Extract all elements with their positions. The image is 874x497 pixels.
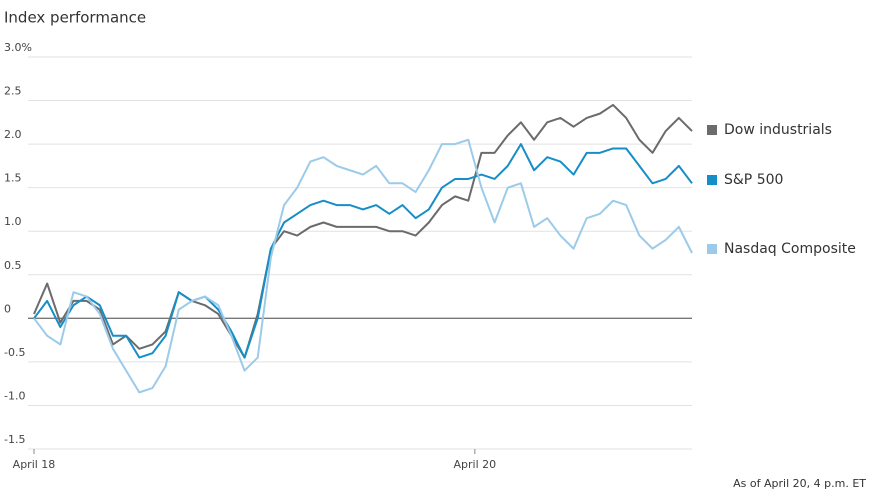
y-tick-label: 0.5 (4, 259, 22, 272)
legend-label: Dow industrials (724, 122, 832, 138)
legend-swatch (707, 244, 717, 254)
x-tick-label: April 20 (454, 458, 497, 471)
legend-swatch (707, 175, 717, 185)
series-line (33, 143, 693, 359)
x-tick-label: April 18 (13, 458, 56, 471)
legend-label: Nasdaq Composite (724, 241, 856, 257)
legend-label: S&P 500 (724, 172, 783, 188)
chart-title: Index performance (4, 9, 146, 27)
y-tick-label: 0 (4, 302, 11, 315)
y-tick-label: -1.5 (4, 433, 25, 446)
y-tick-label: 1.0 (4, 215, 22, 228)
series-line (33, 138, 693, 394)
y-tick-label: 2.5 (4, 85, 22, 98)
footnote: As of April 20, 4 p.m. ET (733, 477, 866, 490)
series-line (33, 103, 693, 359)
legend-swatch (707, 125, 717, 135)
y-tick-label: -0.5 (4, 346, 25, 359)
y-tick-label: 3.0% (4, 41, 32, 54)
y-tick-label: -1.0 (4, 389, 25, 402)
y-tick-label: 1.5 (4, 172, 22, 185)
y-tick-label: 2.0 (4, 128, 22, 141)
